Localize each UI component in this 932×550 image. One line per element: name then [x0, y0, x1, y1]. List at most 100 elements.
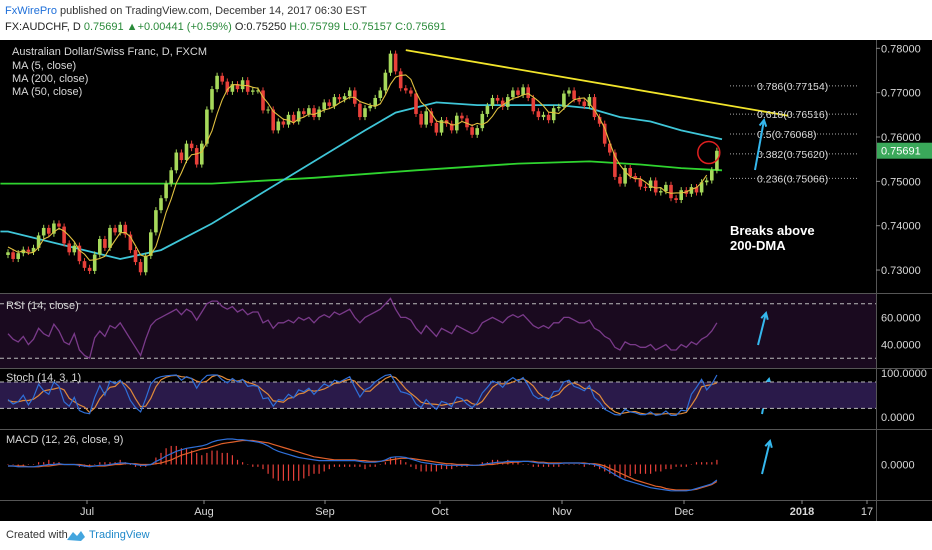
candle-body: [92, 254, 97, 271]
candle-body: [342, 96, 347, 100]
publisher-link[interactable]: FxWirePro: [5, 5, 57, 17]
macd-histogram-bar: [634, 464, 636, 474]
candle-body: [6, 252, 10, 255]
candle-body: [572, 90, 576, 100]
macd-histogram-bar: [191, 450, 193, 465]
candle-body: [475, 128, 479, 135]
macd-histogram-bar: [38, 462, 40, 465]
candle-body: [123, 224, 128, 235]
candle-body: [414, 93, 418, 114]
candle-body: [449, 123, 454, 131]
candle-body: [184, 143, 189, 161]
macd-histogram-bar: [175, 445, 177, 465]
macd-histogram-bar: [593, 464, 596, 467]
macd-histogram-bar: [349, 464, 351, 467]
macd-line: [8, 438, 718, 492]
candle-body: [592, 97, 597, 118]
macd-histogram-bar: [522, 464, 524, 465]
candle-body: [205, 109, 209, 144]
candle-body: [77, 245, 82, 262]
candle-body: [638, 179, 643, 187]
candle-body: [516, 90, 520, 95]
macd-histogram-bar: [94, 464, 96, 465]
close-value: C:0.75691: [395, 21, 446, 33]
candle-body: [31, 247, 36, 252]
candle-body: [455, 115, 459, 131]
candle-body: [210, 89, 214, 110]
macd-histogram-bar: [446, 464, 448, 470]
candle-body: [103, 239, 107, 248]
candle-body: [490, 97, 495, 106]
candle-body: [404, 88, 408, 91]
candle-body: [694, 187, 699, 193]
candle-body: [332, 97, 337, 106]
macd-histogram-bar: [706, 462, 708, 465]
price-axis-border: [876, 40, 877, 521]
candle-body: [495, 97, 500, 101]
candle-body: [500, 100, 505, 107]
macd-histogram-bar: [180, 448, 182, 465]
macd-histogram-bar: [293, 464, 295, 481]
macd-histogram-bar: [400, 459, 402, 465]
macd-histogram-bar: [675, 464, 677, 467]
macd-histogram-bar: [282, 464, 284, 481]
candle-body: [72, 245, 77, 253]
candle-body: [551, 108, 556, 121]
macd-histogram-bar: [129, 464, 131, 465]
candle-body: [608, 143, 612, 153]
macd-histogram-bar: [206, 452, 208, 465]
candle-body: [108, 227, 112, 248]
candle-body: [485, 105, 490, 114]
candle-body: [281, 121, 286, 125]
price-tick-label: 0.76000: [881, 132, 921, 144]
candle-body: [194, 148, 199, 165]
up-arrow-icon: [761, 438, 773, 475]
candle-body: [393, 53, 398, 72]
price-tick-label: 0.74000: [881, 221, 921, 233]
candle-body: [704, 180, 709, 183]
symbol-label[interactable]: FX:AUDCHF, D: [5, 21, 81, 33]
candle-body: [567, 90, 571, 94]
macd-histogram-bar: [344, 464, 346, 467]
candle-body: [429, 111, 434, 123]
tradingview-logo-icon: [67, 531, 85, 541]
macd-histogram-bar: [451, 464, 453, 470]
stoch-legend: Stoch (14, 3, 1): [6, 372, 81, 384]
candle-body: [87, 267, 92, 271]
candle-body: [541, 114, 546, 118]
candle-body: [383, 72, 388, 91]
high-value: H:0.75799: [289, 21, 341, 33]
candle-body: [41, 227, 46, 236]
macd-histogram-bar: [563, 464, 565, 465]
candle-body: [582, 101, 587, 106]
fib-level-label: 0.5(0.76068): [757, 129, 817, 141]
macd-histogram-bar: [196, 452, 198, 465]
low-value: L:0.75157: [343, 21, 393, 33]
macd-histogram-bar: [211, 450, 213, 465]
candle-body: [419, 113, 423, 125]
candle-body: [235, 84, 240, 90]
macd-histogram-bar: [318, 464, 320, 474]
time-tick-label: Dec: [674, 506, 694, 518]
last-price: 0.75691: [83, 21, 124, 33]
candle-body: [409, 90, 413, 94]
macd-histogram-bar: [415, 464, 417, 470]
tradingview-brand[interactable]: TradingView: [89, 529, 150, 541]
candle-body: [26, 249, 31, 252]
candle-body: [154, 210, 158, 233]
candle-body: [623, 168, 627, 184]
ma-legend-entry: MA (50, close): [12, 86, 82, 98]
tradingview-chart[interactable]: 0.78000 0.77000 0.76000 0.75000 0.74000 0.730…: [0, 40, 932, 521]
macd-histogram-bar: [48, 459, 50, 465]
price-tick-label: 0.77000: [881, 88, 921, 100]
macd-histogram-bar: [242, 462, 244, 465]
macd-histogram-bar: [481, 462, 483, 465]
macd-histogram-bar: [338, 464, 341, 467]
macd-histogram-bar: [43, 462, 45, 465]
macd-histogram-bar: [542, 464, 545, 467]
pane-separator: [0, 500, 932, 501]
candle-body: [597, 117, 602, 124]
candle-body: [322, 102, 326, 110]
macd-histogram-bar: [231, 455, 233, 465]
candle-body: [266, 109, 270, 111]
